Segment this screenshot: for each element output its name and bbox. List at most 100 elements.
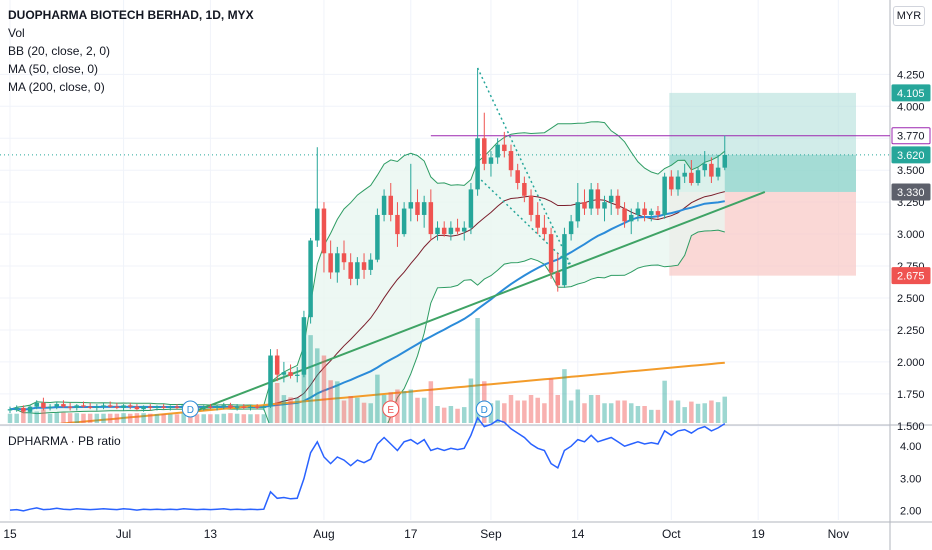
volume-bar xyxy=(148,413,153,423)
volume-bar xyxy=(535,397,540,423)
y-tick-label-3: 3.500 xyxy=(897,165,925,177)
volume-bar xyxy=(528,395,534,423)
volume-bar xyxy=(421,397,427,423)
dotted-trend-upper xyxy=(476,67,572,267)
x-tick-label-9: Nov xyxy=(828,527,849,541)
x-tick-label-4: 17 xyxy=(404,527,418,541)
price-badge-resistance xyxy=(891,127,931,145)
volume-bar xyxy=(94,413,100,423)
volume-bar xyxy=(315,348,320,423)
candle-body xyxy=(555,272,561,286)
volume-bar xyxy=(669,400,674,423)
candle-body xyxy=(134,406,140,410)
candle-body xyxy=(669,176,674,190)
candle-body xyxy=(468,189,474,228)
candle-body xyxy=(608,195,614,203)
x-tick-label-8: 19 xyxy=(751,527,765,541)
candle-body xyxy=(628,214,634,222)
candle-body xyxy=(234,406,240,408)
candle-body xyxy=(455,227,460,232)
candle-body xyxy=(335,253,340,273)
volume-bar xyxy=(294,397,300,423)
candle-body xyxy=(248,406,253,408)
volume-bar xyxy=(134,413,140,423)
candle-body xyxy=(689,172,694,183)
volume-bar xyxy=(47,413,53,423)
volume-bar xyxy=(502,403,507,423)
volume-bar xyxy=(642,406,647,423)
price-badge-stop xyxy=(891,267,931,285)
candle-body xyxy=(635,208,641,215)
bb-upper xyxy=(9,121,726,410)
candle-body xyxy=(161,406,166,408)
candle-body xyxy=(127,405,133,407)
volume-bar xyxy=(248,414,253,423)
event-marker-label-2: D xyxy=(481,405,488,416)
volume-bar xyxy=(682,407,687,423)
volume-bar xyxy=(508,395,514,423)
volume-bar xyxy=(234,413,240,423)
volume-bar xyxy=(241,414,247,423)
volume-bar xyxy=(522,400,527,423)
volume-bar xyxy=(495,400,500,423)
candle-body xyxy=(709,163,714,177)
volume-bar xyxy=(415,397,420,423)
candle-body xyxy=(301,317,307,375)
candle-body xyxy=(562,234,567,286)
candle-body xyxy=(148,406,153,408)
currency-badge[interactable]: MYR xyxy=(893,6,925,26)
candle-body xyxy=(441,227,447,235)
bb-fill xyxy=(10,121,725,423)
candle-body xyxy=(87,406,93,408)
pb-ratio-legend[interactable]: DPHARMA · PB ratio xyxy=(8,434,121,448)
y-tick-label-10: 1.750 xyxy=(897,389,925,401)
candle-body xyxy=(415,202,420,215)
volume-bar xyxy=(468,378,474,423)
volume-bar xyxy=(67,413,73,423)
volume-bar xyxy=(655,409,661,423)
candle-body xyxy=(568,221,574,235)
volume-bar xyxy=(188,414,193,423)
candle-body xyxy=(341,253,347,263)
dotted-trend-lower xyxy=(477,176,572,267)
volume-bar xyxy=(61,412,66,423)
volume-bar xyxy=(288,397,293,423)
ma50-line xyxy=(9,200,725,411)
volume-bar xyxy=(622,400,627,423)
legend-bollinger[interactable]: BB (20, close, 2, 0) xyxy=(8,44,111,58)
candle-body xyxy=(649,211,654,215)
legend-ma200[interactable]: MA (200, close, 0) xyxy=(8,80,105,94)
candle-body xyxy=(475,138,480,190)
volume-bar xyxy=(428,381,434,423)
price-badge-label-entry: 3.330 xyxy=(897,187,925,199)
volume-bar xyxy=(602,403,607,423)
price-badge-label-target: 4.105 xyxy=(897,88,925,100)
candle-body xyxy=(488,157,494,164)
candle-body xyxy=(294,374,300,376)
volume-bar xyxy=(74,413,80,423)
candle-body xyxy=(361,262,367,270)
volume-bar xyxy=(715,402,721,423)
candle-body xyxy=(495,144,500,158)
volume-bar xyxy=(14,413,19,423)
volume-bar xyxy=(555,395,561,423)
candle-body xyxy=(34,402,39,407)
candle-body xyxy=(47,406,53,408)
volume-bar xyxy=(221,413,227,423)
candle-body xyxy=(715,167,721,177)
x-tick-label-3: Aug xyxy=(313,527,334,541)
volume-bar xyxy=(321,355,327,423)
x-tick-label-7: Oct xyxy=(662,527,681,541)
volume-bar xyxy=(274,383,280,423)
volume-bar xyxy=(87,413,93,423)
candle-body xyxy=(428,202,434,235)
legend-ma50[interactable]: MA (50, close, 0) xyxy=(8,62,99,76)
volume-bar xyxy=(608,403,614,423)
price-badge-entry xyxy=(891,183,931,201)
candle-body xyxy=(675,176,681,190)
candle-body xyxy=(595,189,601,209)
legend-volume[interactable]: Vol xyxy=(8,26,25,40)
chart-title: DUOPHARMA BIOTECH BERHAD, 1D, MYX xyxy=(8,8,254,22)
volume-bar xyxy=(582,403,587,423)
